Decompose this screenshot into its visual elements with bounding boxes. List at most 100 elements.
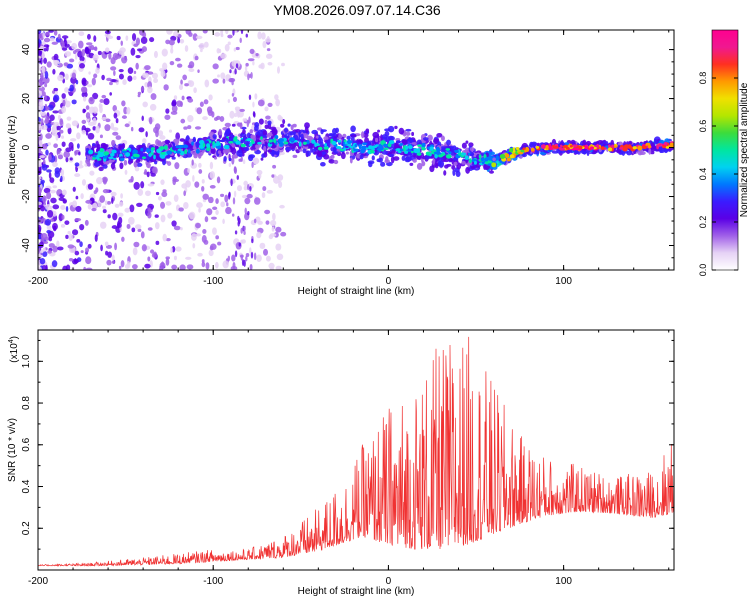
spectrogram-noise-cell [45,133,52,139]
spectrogram-noise-cell [216,48,220,54]
spectrogram-noise-cell [159,262,166,269]
spectrogram-noise-cell [231,213,235,217]
spectrogram-band-cell [394,125,398,130]
spectrogram-noise-cell [52,225,57,232]
spectrogram-noise-cell [49,177,55,184]
spectrogram-noise-cell [53,53,59,61]
spectrogram-noise-cell [61,214,65,220]
spectrogram-core-cell [323,146,329,150]
spectrogram-band-cell [381,150,389,155]
spectrogram-noise-cell [230,266,238,270]
spectrogram-noise-cell [178,207,184,212]
spectrogram-noise-cell [215,235,219,240]
spectrogram-noise-cell [121,52,125,58]
spectrogram-noise-cell [118,265,122,270]
spectrogram-noise-cell [84,219,89,226]
spectrogram-noise-cell [79,241,83,248]
spectrogram-band-cell [390,156,395,164]
spectrogram-noise-cell [74,250,80,256]
spectrogram-noise-cell [85,247,90,253]
spectrogram-core-cell [175,150,181,154]
spectrogram-noise-cell [78,40,84,49]
spectrogram-band-cell [85,158,91,165]
spectrogram-band-cell [213,156,218,160]
spectrogram-noise-cell [85,112,91,119]
spectrogram-noise-cell [163,84,169,91]
spectrogram-noise-cell [75,205,82,212]
spectrogram-band-cell [249,129,253,134]
spectrogram-noise-cell [198,42,205,50]
spectrogram-noise-cell [127,67,134,75]
spectrogram-noise-cell [200,49,203,53]
spectrogram-core-cell [434,153,438,159]
spectrogram-noise-cell [124,207,131,213]
spectrogram-core-cell [405,145,409,150]
spectrogram-core-cell [343,147,347,151]
spectrogram-band-cell [297,138,303,143]
spectrogram-noise-cell [91,207,97,212]
spectrogram-core-cell [559,144,563,148]
spectrogram-band-cell [192,136,196,143]
spectrogram-band-cell [92,143,96,147]
spectrogram-core-cell [354,143,358,148]
spectrogram-noise-cell [134,224,142,230]
spectrogram-noise-cell [275,98,280,107]
spectrogram-noise-cell [41,51,45,60]
spectrogram-noise-cell [44,71,49,79]
spectrogram-noise-cell [41,164,48,171]
spectrogram-noise-cell [104,124,111,132]
spectrogram-noise-cell [165,258,170,266]
spectrogram-noise-cell [42,143,48,150]
spectrogram-core-cell [142,156,147,159]
spectrogram-noise-cell [45,203,51,211]
spectrogram-core-cell [584,144,588,150]
spectrogram-noise-cell [183,126,188,130]
spectrogram-noise-cell [65,123,71,129]
spectrogram-core-cell [283,141,289,145]
spectrogram-noise-cell [44,83,48,88]
spectrogram-noise-cell [256,231,262,239]
spectrogram-noise-cell [273,175,280,184]
spectrogram-noise-cell [50,197,57,204]
spectrogram-noise-cell [95,125,100,134]
spectrogram-noise-cell [67,127,72,135]
spectrogram-noise-cell [232,197,236,205]
spectrogram-noise-cell [114,203,120,208]
spectrogram-noise-cell [131,264,138,270]
spectrogram-noise-cell [244,117,247,122]
spectrogram-noise-cell [133,181,140,190]
spectrogram-core-cell [628,144,632,149]
spectrogram-band-cell [217,150,222,154]
spectrogram-band-cell [295,128,301,133]
spectrogram-noise-cell [173,225,181,231]
spectrogram-noise-cell [222,260,229,269]
spectrogram-noise-cell [117,220,120,229]
spectrogram-noise-cell [137,228,142,233]
spectrogram-noise-cell [71,120,79,127]
spectrogram-noise-cell [160,70,166,78]
spectrogram-noise-cell [215,209,219,215]
spectrogram-noise-cell [179,38,185,44]
spectrogram-noise-cell [261,32,266,40]
spectrogram-noise-cell [39,133,43,141]
spectrogram-noise-cell [48,172,52,179]
spectrogram-band-cell [264,141,268,145]
spectrogram-band-cell [495,155,500,161]
spectrogram-core-cell [416,152,422,156]
spectrogram-noise-cell [155,240,160,246]
snr-series-line [38,336,674,567]
spectrogram-band-cell [274,147,279,152]
spectrogram-noise-cell [165,201,172,206]
spectrogram-noise-cell [261,192,266,199]
spectrogram-core-cell [233,136,238,142]
spectrogram-noise-cell [227,34,233,39]
spectrogram-noise-cell [38,139,43,148]
spectrogram-core-cell [121,150,127,154]
y-tick-label: 0.6 [21,437,32,451]
spectrogram-noise-cell [121,55,128,64]
spectrogram-band-cell [227,147,231,153]
spectrogram-core-cell [111,149,117,154]
chart-title: YM08.2026.097.07.14.C36 [273,2,441,18]
spectrogram-noise-cell [198,207,201,213]
spectrogram-noise-cell [199,101,204,107]
